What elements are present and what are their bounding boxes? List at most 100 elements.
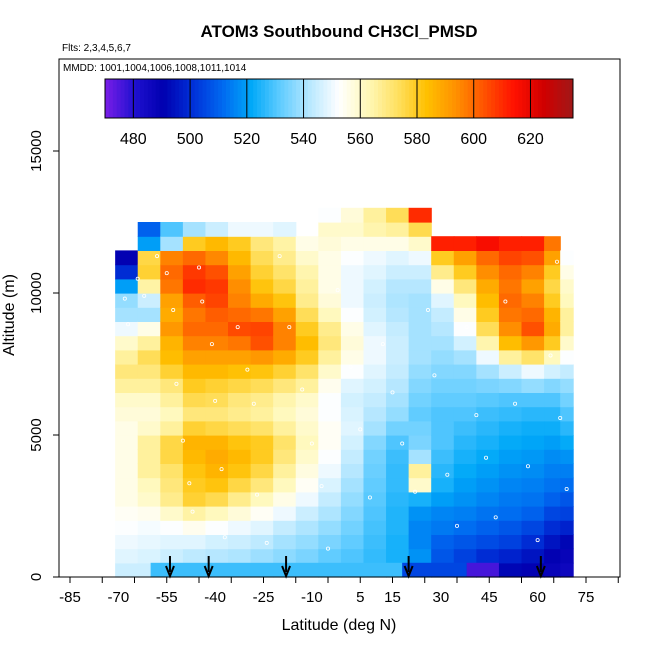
colorbar-segment [479, 79, 484, 118]
heatmap-cell [228, 236, 252, 251]
colorbar-segment [393, 79, 398, 118]
heatmap-cell [498, 491, 523, 507]
colorbar-segment [167, 79, 172, 118]
sample-point [535, 538, 540, 543]
heatmap-cell [560, 264, 574, 280]
heatmap-cell [560, 392, 574, 408]
sample-point [187, 481, 192, 486]
heatmap-cell [205, 534, 229, 550]
heatmap-cell [318, 449, 342, 464]
heatmap-cell [340, 520, 365, 535]
heatmap-cell [363, 335, 387, 351]
colorbar-segment [147, 79, 153, 118]
colorbar-segment [467, 79, 473, 118]
heatmap-cell [318, 307, 342, 322]
heatmap-cell [521, 307, 545, 322]
colorbar-segment [557, 79, 562, 118]
heatmap-cell [137, 236, 161, 251]
heatmap-cell [250, 491, 274, 507]
heatmap-cell [228, 364, 252, 379]
colorbar-segment [346, 79, 352, 118]
sample-point [235, 325, 240, 330]
colorbar-segment [444, 79, 449, 118]
heatmap-cell [250, 506, 274, 521]
sample-point [335, 288, 340, 293]
colorbar-segment [459, 79, 465, 118]
heatmap-cell [137, 264, 161, 280]
colorbar-segment [303, 79, 309, 118]
heatmap-cell [318, 321, 342, 337]
heatmap-cell [295, 506, 319, 521]
heatmap-cell [228, 477, 252, 493]
heatmap-cell [228, 420, 252, 436]
heatmap-cell [250, 349, 274, 365]
heatmap-cell [521, 534, 545, 550]
heatmap-cell [386, 520, 410, 535]
heatmap-cell [544, 548, 561, 564]
x-axis: -85 -70 -55 -40 -25 -10 5 15 30 45 60 75 [59, 577, 619, 606]
heatmap-cell [340, 378, 365, 393]
heatmap-cell [521, 364, 545, 379]
colorbar-segment [420, 79, 426, 118]
sample-point [190, 509, 195, 514]
heatmap-cell [544, 491, 561, 507]
heatmap-cell [476, 250, 500, 266]
heatmap-cell [386, 506, 410, 521]
heatmap-cell [408, 463, 432, 479]
heatmap-cell [498, 307, 523, 322]
heatmap-cell [498, 548, 523, 564]
colorbar-segment [245, 79, 250, 118]
colorbar-tick-label: 520 [233, 131, 260, 148]
heatmap-cell [544, 307, 561, 322]
heatmap-cell [273, 278, 297, 294]
heatmap-cell [228, 406, 252, 422]
heatmap-cell [340, 349, 365, 365]
strip-segment [466, 562, 499, 577]
colorbar-segment [545, 79, 551, 118]
heatmap-cell [544, 506, 561, 521]
heatmap-cell [544, 293, 561, 308]
heatmap-cell [498, 562, 523, 578]
heatmap-cell [137, 222, 161, 237]
heatmap-cell [363, 548, 387, 564]
colorbar-segment [132, 79, 137, 118]
heatmap-cell [160, 264, 184, 280]
heatmap-cell [544, 420, 561, 436]
colorbar-segment [448, 79, 453, 118]
heatmap-cell [115, 307, 139, 322]
heatmap-cell [318, 250, 342, 266]
sample-point [209, 342, 214, 347]
heatmap-cell [273, 264, 297, 280]
heatmap-cell [363, 534, 387, 550]
heatmap-cell [408, 321, 432, 337]
colorbar-segment [537, 79, 543, 118]
heatmap-cell [431, 406, 455, 422]
heatmap-cell [431, 378, 455, 393]
sample-point [390, 390, 395, 395]
x-tick-label: -70 [108, 589, 130, 606]
colorbar-segment [475, 79, 480, 118]
heatmap-cell [521, 278, 545, 294]
heatmap-cell [250, 264, 274, 280]
heatmap-cell [318, 463, 342, 479]
heatmap-cell [160, 307, 184, 322]
heatmap-cell [273, 406, 297, 422]
heatmap-cell [476, 534, 500, 550]
colorbar-segment [370, 79, 375, 118]
colorbar-segment [350, 79, 356, 118]
heatmap-cell [408, 534, 432, 550]
heatmap-cell [182, 534, 207, 550]
heatmap-cell [453, 548, 477, 564]
heatmap-cell [498, 477, 523, 493]
colorbar-segment [491, 79, 496, 118]
heatmap-cell [560, 307, 574, 322]
colorbar-segment [319, 79, 324, 118]
sample-point [484, 455, 489, 460]
heatmap-cell [273, 420, 297, 436]
sample-point [196, 265, 201, 270]
heatmap-cell [560, 349, 574, 365]
x-tick-label: -40 [204, 589, 226, 606]
heatmap-cell [182, 420, 207, 436]
heatmap-cell [521, 264, 545, 280]
heatmap-cell [115, 520, 139, 535]
